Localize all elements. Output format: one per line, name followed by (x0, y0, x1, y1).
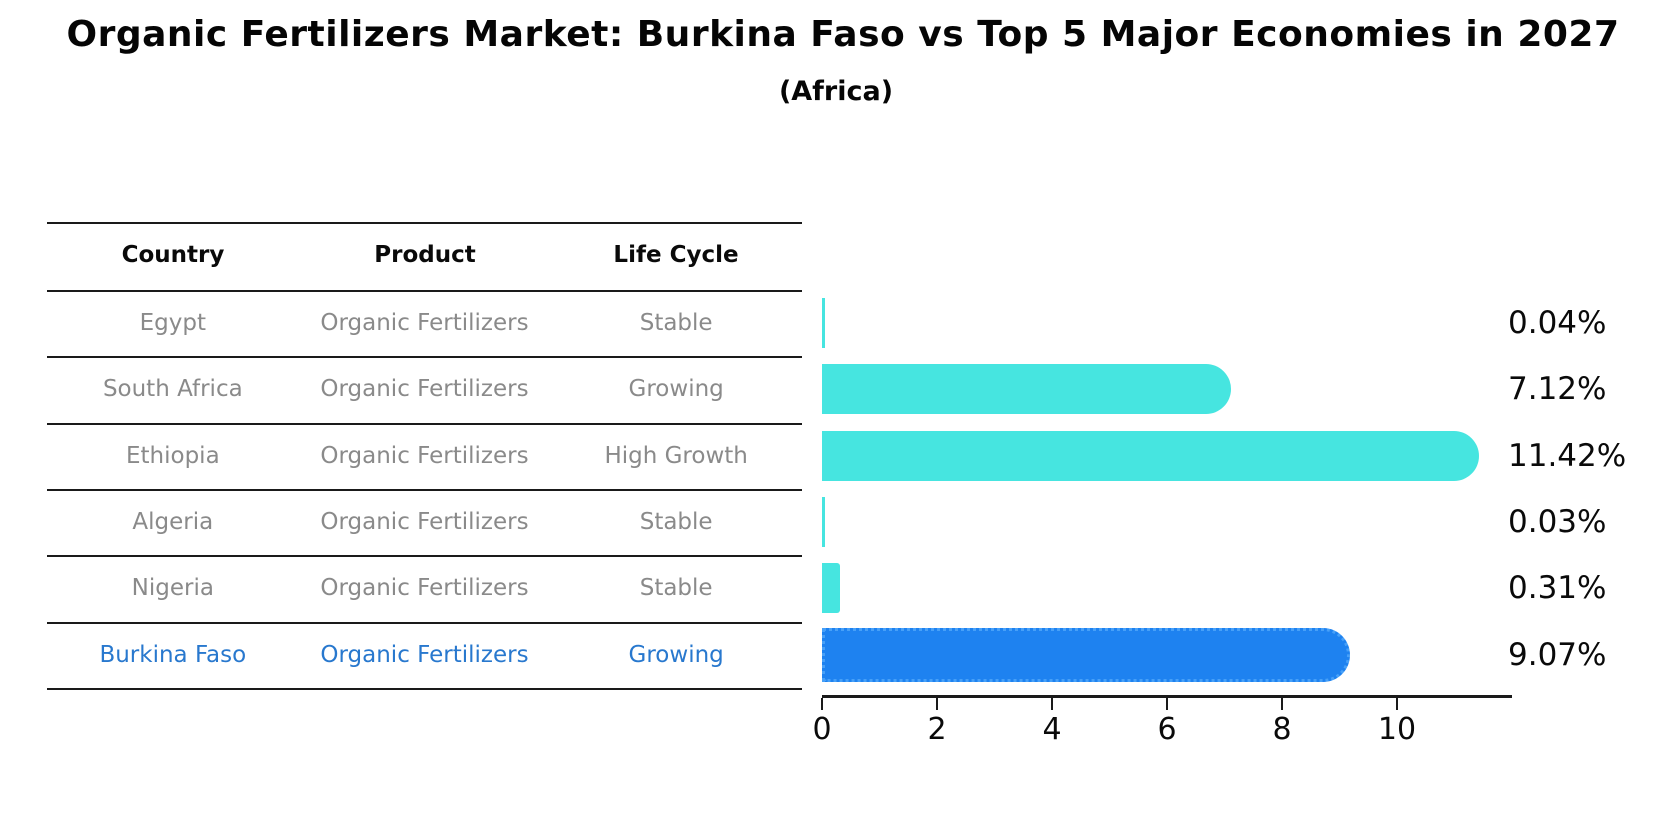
cell-country: Egypt (139, 310, 207, 337)
cell-country: Burkina Faso (99, 641, 247, 668)
cell-product: Organic Fertilizers (320, 641, 529, 668)
x-tick-label: 2 (927, 712, 947, 747)
table-top-rule (47, 222, 802, 224)
cell-product: Organic Fertilizers (320, 376, 529, 403)
x-tick (1281, 698, 1283, 710)
column-header-country: Country (121, 242, 225, 268)
chart-subtitle: (Africa) (778, 76, 894, 107)
cell-country: South Africa (102, 376, 243, 403)
bar-egypt (822, 298, 825, 349)
cell-product: Organic Fertilizers (320, 442, 529, 469)
cell-life-cycle: Stable (639, 575, 713, 602)
x-tick-label: 6 (1157, 712, 1177, 747)
x-tick (1051, 698, 1053, 710)
table-row-rule (47, 488, 802, 491)
table-row-rule (47, 356, 802, 359)
cell-life-cycle: Growing (628, 641, 724, 668)
cell-country: Algeria (132, 509, 214, 536)
table-header-rule (47, 290, 802, 292)
cell-product: Organic Fertilizers (320, 509, 529, 536)
bar-nigeria (822, 563, 840, 614)
table-row-rule (47, 621, 802, 624)
table-row-rule (47, 422, 802, 425)
cell-life-cycle: Stable (639, 509, 713, 536)
column-header-life-cycle: Life Cycle (613, 242, 739, 268)
value-label-egypt: 0.04% (1508, 305, 1607, 342)
table-row-rule (47, 555, 802, 558)
cell-product: Organic Fertilizers (320, 575, 529, 602)
value-label-nigeria: 0.31% (1508, 570, 1607, 607)
cell-country: Ethiopia (125, 442, 220, 469)
x-axis-line (822, 695, 1512, 698)
x-tick-label: 10 (1377, 712, 1417, 747)
cell-life-cycle: Stable (639, 310, 713, 337)
cell-life-cycle: High Growth (604, 442, 748, 469)
bar-south-africa (822, 364, 1232, 415)
value-label-south-africa: 7.12% (1508, 371, 1607, 408)
x-tick-label: 0 (812, 712, 832, 747)
value-label-algeria: 0.03% (1508, 504, 1607, 541)
bar-burkina-faso (822, 627, 1350, 682)
x-tick-label: 4 (1042, 712, 1062, 747)
cell-life-cycle: Growing (628, 376, 724, 403)
bar-ethiopia (822, 430, 1479, 481)
column-header-product: Product (374, 242, 476, 268)
cell-country: Nigeria (131, 575, 214, 602)
value-label-burkina-faso: 9.07% (1508, 636, 1607, 673)
table-row-rule (47, 687, 802, 690)
x-tick (1166, 698, 1168, 710)
x-tick-label: 8 (1272, 712, 1292, 747)
cell-product: Organic Fertilizers (320, 310, 529, 337)
bar-algeria (822, 497, 825, 548)
x-tick (821, 698, 823, 710)
value-label-ethiopia: 11.42% (1508, 437, 1627, 474)
x-tick (1396, 698, 1398, 710)
chart-title: Organic Fertilizers Market: Burkina Faso… (66, 14, 1620, 55)
x-tick (936, 698, 938, 710)
